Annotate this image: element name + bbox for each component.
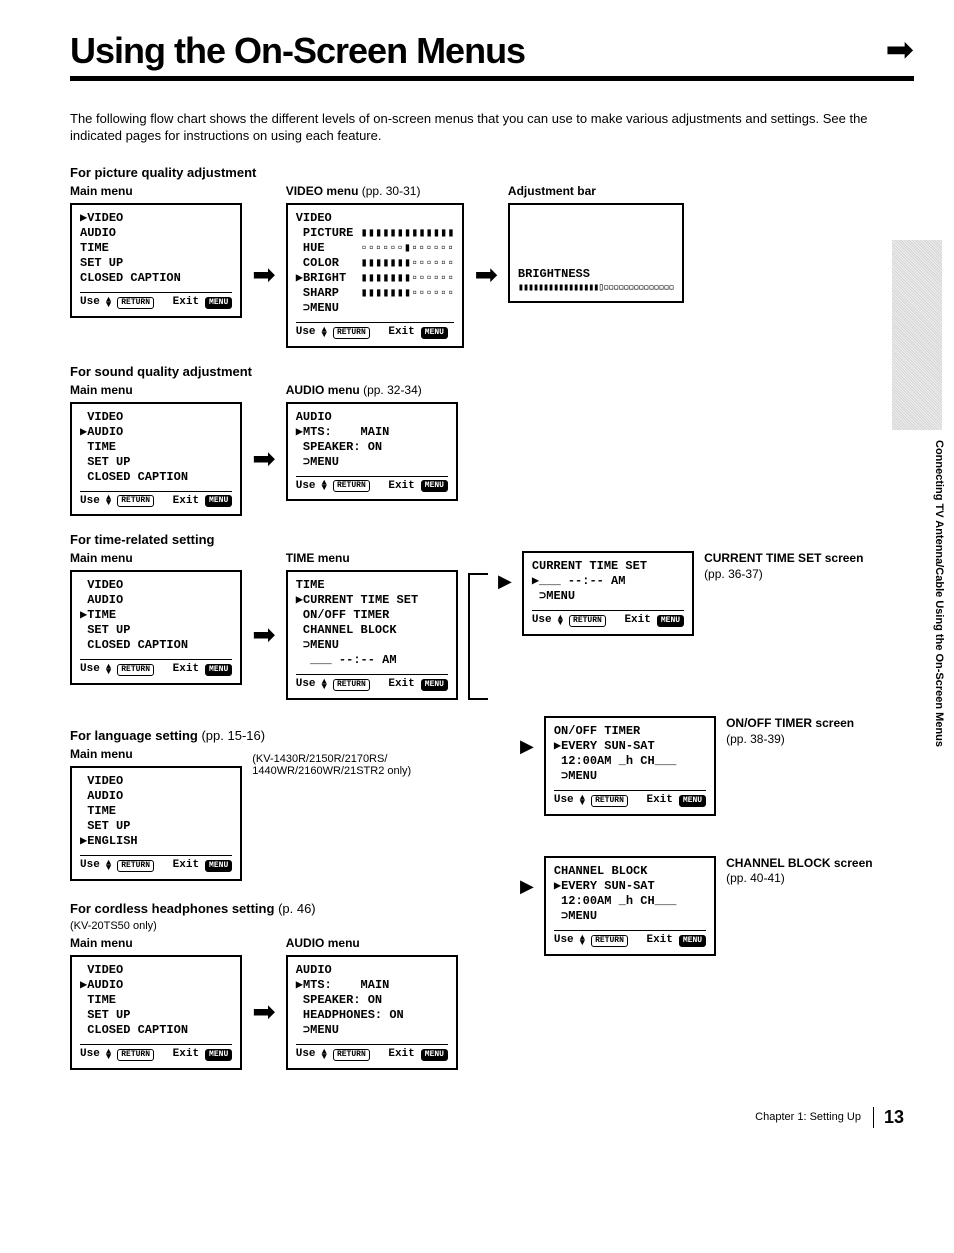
annotation-block: CHANNEL BLOCK screen(pp. 40-41) — [726, 856, 872, 887]
video-menu: VIDEO PICTURE ▮▮▮▮▮▮▮▮▮▮▮▮▮ HUE ▫▫▫▫▫▫▮▫… — [286, 203, 465, 348]
use-bar: Use▲▼RETURN ExitMENU — [80, 292, 232, 310]
label-main-menu: Main menu — [70, 383, 242, 398]
audio-menu: AUDIO ▶MTS: MAIN SPEAKER: ON ⊃MENU Use▲▼… — [286, 402, 458, 502]
annotation-cts: CURRENT TIME SET screen(pp. 36-37) — [704, 551, 863, 582]
connector-line — [468, 573, 488, 700]
label-time-menu: TIME menu — [286, 551, 458, 566]
label-video-menu: VIDEO menu (pp. 30-31) — [286, 184, 465, 199]
section-heading-sound: For sound quality adjustment — [70, 364, 914, 379]
arrow-right-icon: ➡ — [252, 442, 275, 475]
intro-text: The following flow chart shows the diffe… — [70, 111, 914, 145]
label-audio-menu: AUDIO menu (pp. 32-34) — [286, 383, 458, 398]
time-menu: TIME ▶CURRENT TIME SET ON/OFF TIMER CHAN… — [286, 570, 458, 700]
tab-texture — [892, 240, 942, 430]
section-heading-headphones: For cordless headphones setting (p. 46) — [70, 901, 500, 916]
arrow-right-icon: ➡ — [252, 258, 275, 291]
arrow-right-icon: ▶ — [520, 736, 534, 757]
onoff-timer-menu: ON/OFF TIMER ▶EVERY SUN-SAT 12:00AM _h C… — [544, 716, 716, 816]
language-model-note: (KV-1430R/2150R/2170RS/ 1440WR/2160WR/21… — [252, 753, 422, 777]
page-title: Using the On-Screen Menus — [70, 30, 525, 72]
arrow-right-icon: ➡ — [252, 995, 275, 1028]
section-heading-picture: For picture quality adjustment — [70, 165, 914, 180]
headphones-model-note: (KV-20TS50 only) — [70, 920, 240, 932]
main-menu-time: VIDEO AUDIO ▶TIME SET UP CLOSED CAPTION … — [70, 570, 242, 685]
annotation-timer: ON/OFF TIMER screen(pp. 38-39) — [726, 716, 854, 747]
section-tab: Connecting TV Antenna/Cable Using the On… — [932, 440, 946, 747]
label-audio-menu: AUDIO menu — [286, 936, 458, 951]
channel-block-menu: CHANNEL BLOCK ▶EVERY SUN-SAT 12:00AM _h … — [544, 856, 716, 956]
section-heading-language: For language setting (pp. 15-16) — [70, 728, 500, 743]
arrow-right-icon: ▶ — [498, 571, 512, 592]
page-footer: Chapter 1: Setting Up 13 — [755, 1107, 904, 1128]
continue-arrow-icon: ➡ — [886, 30, 915, 70]
main-menu-language: VIDEO AUDIO TIME SET UP ▶ENGLISH Use▲▼RE… — [70, 766, 242, 881]
label-main-menu: Main menu — [70, 184, 242, 199]
label-main-menu: Main menu — [70, 936, 242, 951]
arrow-right-icon: ➡ — [252, 618, 275, 651]
section-heading-time: For time-related setting — [70, 532, 914, 547]
adjustment-bar-box: BRIGHTNESS ▮▮▮▮▮▮▮▮▮▮▮▮▮▮▮▮▯▫▫▫▫▫▫▫▫▫▫▫▫… — [508, 203, 684, 303]
label-adjustment-bar: Adjustment bar — [508, 184, 684, 199]
main-menu-sound: VIDEO ▶AUDIO TIME SET UP CLOSED CAPTION … — [70, 402, 242, 517]
current-time-set-menu: CURRENT TIME SET ▶___ --:-- AM ⊃MENU Use… — [522, 551, 694, 636]
main-menu-picture: ▶VIDEO AUDIO TIME SET UP CLOSED CAPTION … — [70, 203, 242, 318]
arrow-right-icon: ▶ — [520, 876, 534, 897]
label-main-menu: Main menu — [70, 551, 242, 566]
main-menu-headphones: VIDEO ▶AUDIO TIME SET UP CLOSED CAPTION … — [70, 955, 242, 1070]
arrow-right-icon: ➡ — [474, 258, 497, 291]
label-main-menu: Main menu — [70, 747, 242, 762]
audio-menu-headphones: AUDIO ▶MTS: MAIN SPEAKER: ON HEADPHONES:… — [286, 955, 458, 1070]
